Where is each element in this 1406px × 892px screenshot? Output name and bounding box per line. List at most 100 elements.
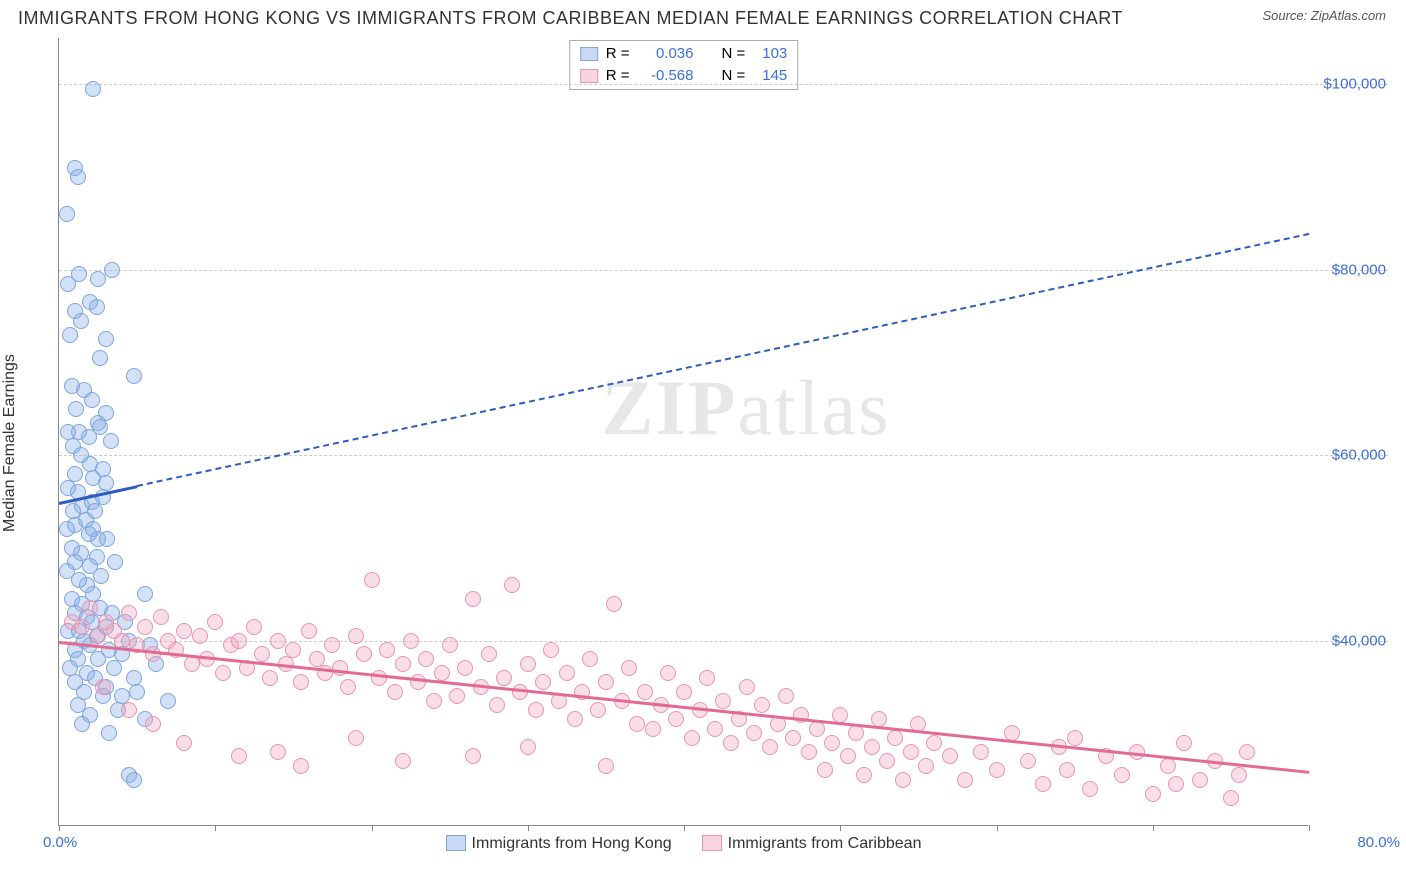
scatter-point [59,521,75,537]
x-tick [1309,825,1310,831]
scatter-point [926,735,942,751]
scatter-point [699,670,715,686]
scatter-point [137,619,153,635]
scatter-point [465,591,481,607]
scatter-point [106,660,122,676]
x-tick [840,825,841,831]
y-tick-label: $80,000 [1314,261,1386,278]
scatter-point [785,730,801,746]
scatter-point [207,614,223,630]
gridline [59,270,1388,271]
scatter-point [324,637,340,653]
legend-label: Immigrants from Caribbean [728,835,922,852]
scatter-point [121,605,137,621]
scatter-point [340,679,356,695]
stats-row: R =0.036N =103 [580,43,788,65]
scatter-point [379,642,395,658]
scatter-point [176,623,192,639]
scatter-point [129,684,145,700]
scatter-point [60,276,76,292]
scatter-point [137,586,153,602]
scatter-point [598,674,614,690]
legend-swatch [580,47,598,61]
scatter-point [59,206,75,222]
scatter-point [293,674,309,690]
scatter-point [918,758,934,774]
x-axis-max-label: 80.0% [1357,834,1400,851]
scatter-point [95,679,111,695]
scatter-point [293,758,309,774]
legend-item: Immigrants from Hong Kong [446,835,672,853]
n-label: N = [722,43,746,65]
scatter-point [301,623,317,639]
scatter-point [903,744,919,760]
scatter-point [535,674,551,690]
scatter-point [418,651,434,667]
scatter-point [70,169,86,185]
scatter-point [74,716,90,732]
x-tick [59,825,60,831]
gridline [59,84,1388,85]
scatter-point [84,392,100,408]
scatter-point [739,679,755,695]
scatter-point [957,772,973,788]
scatter-point [606,596,622,612]
scatter-point [348,730,364,746]
scatter-point [1067,730,1083,746]
gridline [59,641,1388,642]
scatter-point [74,619,90,635]
scatter-point [270,744,286,760]
scatter-point [715,693,731,709]
x-tick [997,825,998,831]
scatter-point [598,758,614,774]
scatter-point [231,633,247,649]
scatter-point [73,313,89,329]
y-tick-label: $40,000 [1314,632,1386,649]
scatter-point [629,716,645,732]
scatter-point [434,665,450,681]
scatter-point [442,637,458,653]
scatter-point [504,577,520,593]
scatter-point [103,433,119,449]
scatter-point [192,628,208,644]
legend-item: Immigrants from Caribbean [702,835,922,853]
scatter-point [1035,776,1051,792]
scatter-point [426,693,442,709]
scatter-point [262,670,278,686]
scatter-point [520,739,536,755]
legend-swatch [702,835,722,851]
trend-line [137,233,1309,487]
scatter-point [621,660,637,676]
scatter-point [332,660,348,676]
scatter-point [145,716,161,732]
legend-label: Immigrants from Hong Kong [472,835,672,852]
scatter-point [1239,744,1255,760]
scatter-point [387,684,403,700]
scatter-point [942,748,958,764]
scatter-point [465,748,481,764]
scatter-point [559,665,575,681]
scatter-point [68,401,84,417]
scatter-point [160,693,176,709]
scatter-point [989,762,1005,778]
scatter-point [848,725,864,741]
scatter-point [246,619,262,635]
scatter-point [410,674,426,690]
scatter-point [93,568,109,584]
y-tick-label: $60,000 [1314,447,1386,464]
scatter-point [817,762,833,778]
n-value: 103 [753,43,787,65]
scatter-point [496,670,512,686]
scatter-point [101,725,117,741]
stats-legend-box: R =0.036N =103R =-0.568N =145 [569,40,799,90]
scatter-point [92,350,108,366]
scatter-point [1020,753,1036,769]
scatter-point [215,665,231,681]
r-label: R = [606,43,630,65]
scatter-point [356,646,372,662]
scatter-point [107,554,123,570]
gridline [59,455,1388,456]
legend-swatch [446,835,466,851]
scatter-point [973,744,989,760]
scatter-point [1145,786,1161,802]
